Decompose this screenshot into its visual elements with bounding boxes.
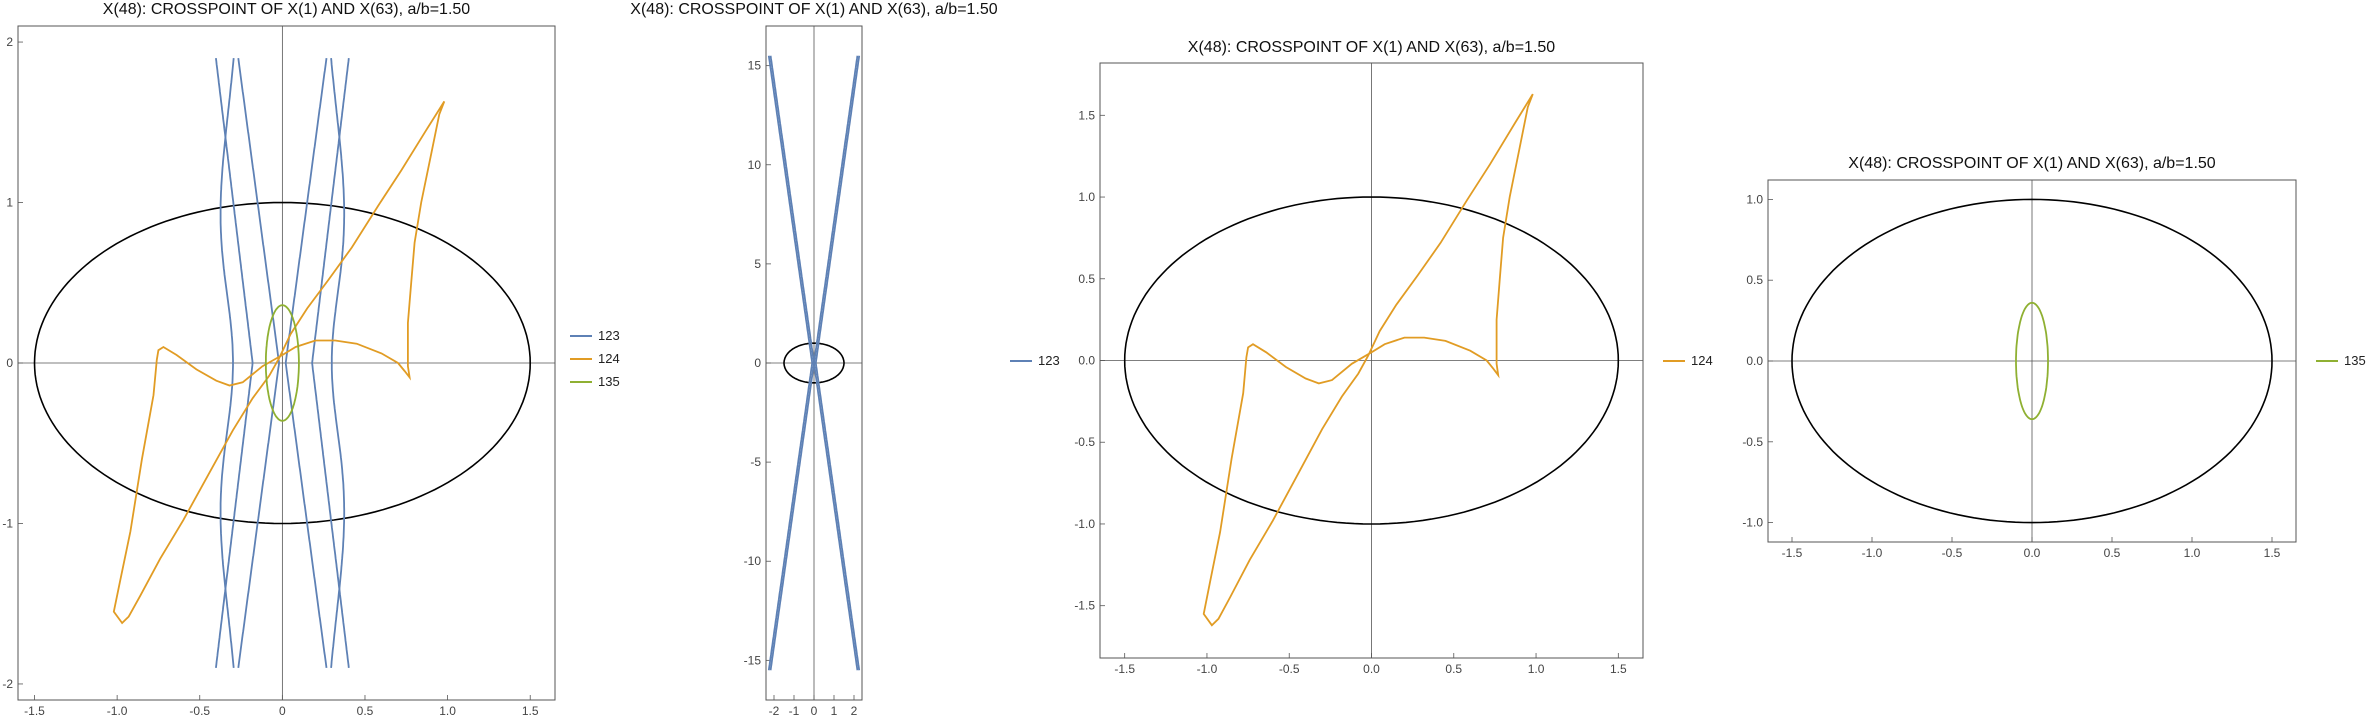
chart-title: X(48): CROSSPOINT OF X(1) AND X(63), a/b… xyxy=(1188,39,1555,56)
x-tick-label: 0.0 xyxy=(1363,662,1380,676)
plot-area xyxy=(1123,93,1620,627)
reference-ellipse xyxy=(1791,198,2273,524)
x-tick-label: -0.5 xyxy=(1942,546,1963,560)
series-123-branch xyxy=(769,55,815,671)
y-tick-label: -10 xyxy=(744,554,762,568)
series-123-branch xyxy=(814,55,861,671)
x-tick-label: -1.5 xyxy=(24,704,45,718)
x-tick-label: 0.5 xyxy=(2104,546,2121,560)
x-tick-label: -1.5 xyxy=(1114,662,1135,676)
plot-area xyxy=(767,55,861,671)
x-tick-label: 1.5 xyxy=(2264,546,2281,560)
x-tick-label: 1.0 xyxy=(2184,546,2201,560)
series-123-branch xyxy=(237,57,281,669)
chart-legend: 123 xyxy=(1010,353,1060,368)
plot-area xyxy=(33,57,531,669)
plot-area xyxy=(1791,198,2273,524)
legend-label-123: 123 xyxy=(598,328,620,343)
y-tick-label: 0.0 xyxy=(1746,354,1763,368)
x-tick-label: -1.0 xyxy=(1862,546,1883,560)
reference-ellipse xyxy=(1123,196,1620,525)
series-124-curve xyxy=(1202,93,1534,627)
x-tick-label: -1 xyxy=(789,704,800,718)
x-tick-label: -0.5 xyxy=(1279,662,1300,676)
series-135-curve xyxy=(2015,301,2049,421)
series-123-branch xyxy=(311,58,350,668)
series-123-branch xyxy=(330,58,346,668)
x-tick-label: 1.5 xyxy=(1610,662,1627,676)
x-tick-label: 0 xyxy=(279,704,286,718)
x-tick-label: 1 xyxy=(831,704,838,718)
legend-label-135: 135 xyxy=(598,374,620,389)
chart-panel-4: -1.5 -1.0 -0.5 0.0 0.5 1.0 1.5 -1.0 -0.5 0.0 0.5 1.… xyxy=(1742,155,2365,560)
y-tick-label: -15 xyxy=(744,653,762,667)
y-tick-label: 10 xyxy=(748,158,762,172)
x-tick-label: -1.5 xyxy=(1782,546,1803,560)
x-tick-label: -1.0 xyxy=(1197,662,1218,676)
x-tick-label: 2 xyxy=(851,704,858,718)
x-tick-label: 0.5 xyxy=(357,704,374,718)
x-tick-label: 0.5 xyxy=(1445,662,1462,676)
y-tick-label: 0 xyxy=(754,356,761,370)
x-tick-label: 0 xyxy=(811,704,818,718)
y-tick-label: 1.0 xyxy=(1078,190,1095,204)
chart-legend: 124 xyxy=(1663,353,1713,368)
series-123-branch xyxy=(767,55,814,671)
x-tick-label: 1.5 xyxy=(522,704,539,718)
legend-label-124: 124 xyxy=(1691,353,1713,368)
series-123-branch xyxy=(284,57,328,669)
legend-label-123: 123 xyxy=(1038,353,1060,368)
y-tick-label: 1.0 xyxy=(1746,192,1763,206)
x-tick-label: 1.0 xyxy=(439,704,456,718)
chart-title: X(48): CROSSPOINT OF X(1) AND X(63), a/b… xyxy=(103,1,470,18)
x-tick-label: -0.5 xyxy=(189,704,210,718)
y-tick-label: -2 xyxy=(2,677,13,691)
y-tick-label: -0.5 xyxy=(1742,435,1763,449)
x-tick-label: 0.0 xyxy=(2024,546,2041,560)
y-tick-label: 5 xyxy=(754,257,761,271)
chart-panel-3: -1.5 -1.0 -0.5 0.0 0.5 1.0 1.5 -1.5 -1.0 -0.5 0.0 0… xyxy=(1074,39,1712,676)
reference-ellipse xyxy=(33,201,531,525)
chart-panel-1: -1.5 -1.0 -0.5 0 0.5 1.0 1.5 -2 -1 0 1 2 X(48): CROS… xyxy=(2,1,619,718)
series-123-branch xyxy=(215,57,254,669)
y-tick-label: -5 xyxy=(750,455,761,469)
y-tick-label: 0 xyxy=(6,356,13,370)
reference-ellipse xyxy=(783,342,845,384)
chart-legend: 123 124 135 xyxy=(570,328,620,389)
y-tick-label: 1.5 xyxy=(1078,108,1095,122)
series-135-curve xyxy=(264,304,300,422)
y-tick-label: 2 xyxy=(6,35,13,49)
y-tick-label: -0.5 xyxy=(1074,435,1095,449)
chart-legend: 135 xyxy=(2316,353,2366,368)
x-tick-label: -1.0 xyxy=(107,704,128,718)
series-123-branch xyxy=(219,58,235,668)
y-tick-label: 15 xyxy=(748,59,762,73)
x-tick-label: 1.0 xyxy=(1528,662,1545,676)
chart-title: X(48): CROSSPOINT OF X(1) AND X(63), a/b… xyxy=(1848,155,2215,172)
y-tick-label: -1.5 xyxy=(1074,599,1095,613)
chart-title: X(48): CROSSPOINT OF X(1) AND X(63), a/b… xyxy=(630,1,997,18)
y-tick-label: -1.0 xyxy=(1074,517,1095,531)
y-tick-label: 1 xyxy=(6,196,13,210)
legend-label-135: 135 xyxy=(2344,353,2366,368)
y-tick-label: 0.5 xyxy=(1078,272,1095,286)
x-tick-label: -2 xyxy=(769,704,780,718)
legend-label-124: 124 xyxy=(598,351,620,366)
y-tick-label: -1 xyxy=(2,516,13,530)
series-124-curve xyxy=(112,100,446,625)
y-tick-label: 0.5 xyxy=(1746,273,1763,287)
y-tick-label: -1.0 xyxy=(1742,516,1763,530)
y-tick-label: 0.0 xyxy=(1078,354,1095,368)
